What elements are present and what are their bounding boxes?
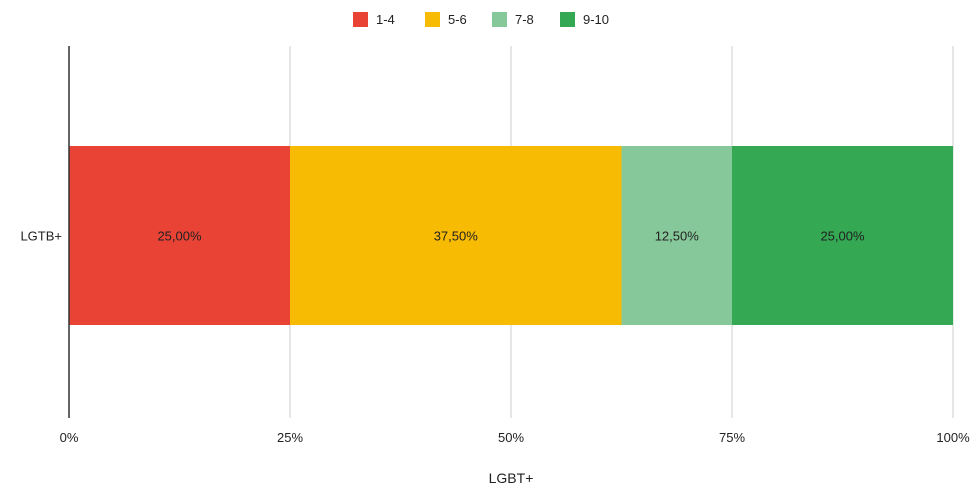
legend-item-9-10[interactable]: 9-10 (560, 12, 609, 27)
legend-item-5-6[interactable]: 5-6 (425, 12, 467, 27)
data-label-9-10: 25,00% (820, 229, 865, 244)
bars: 25,00% 37,50% 12,50% 25,00% (69, 146, 953, 325)
legend-swatch-7-8 (492, 12, 507, 27)
x-tick-label-50: 50% (498, 430, 524, 445)
x-tick-label-0: 0% (60, 430, 79, 445)
legend-label-9-10: 9-10 (583, 12, 609, 27)
bar-segment-1-4 (69, 146, 290, 325)
legend-item-7-8[interactable]: 7-8 (492, 12, 534, 27)
data-label-1-4: 25,00% (157, 229, 202, 244)
category-label: LGTB+ (20, 229, 62, 244)
legend-label-1-4: 1-4 (376, 12, 395, 27)
legend: 1-4 5-6 7-8 9-10 (353, 12, 609, 27)
data-label-5-6: 37,50% (434, 229, 479, 244)
bar-segment-9-10 (732, 146, 953, 325)
legend-item-1-4[interactable]: 1-4 (353, 12, 395, 27)
x-axis-title: LGBT+ (489, 470, 534, 485)
x-tick-labels: 0% 25% 50% 75% 100% (60, 430, 970, 445)
x-tick-label-75: 75% (719, 430, 745, 445)
category-labels: LGTB+ (20, 229, 62, 244)
bar-segment-5-6 (290, 146, 622, 325)
data-label-7-8: 12,50% (655, 229, 700, 244)
x-tick-label-25: 25% (277, 430, 303, 445)
bar-segment-7-8 (621, 146, 732, 325)
legend-swatch-5-6 (425, 12, 440, 27)
x-tick-label-100: 100% (936, 430, 970, 445)
legend-label-5-6: 5-6 (448, 12, 467, 27)
legend-swatch-9-10 (560, 12, 575, 27)
legend-swatch-1-4 (353, 12, 368, 27)
legend-label-7-8: 7-8 (515, 12, 534, 27)
